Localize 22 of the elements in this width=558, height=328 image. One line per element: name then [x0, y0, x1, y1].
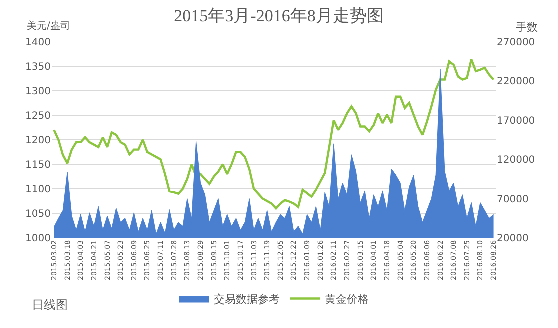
legend-label: 交易数据参考	[214, 293, 280, 306]
y2-tick-label: 20000	[497, 234, 529, 244]
legend-label: 黄金价格	[325, 293, 369, 306]
text: 日线图	[32, 298, 68, 312]
y-tick-label: 1250	[26, 111, 51, 122]
y2-tick-label: 120000	[497, 155, 536, 166]
line-series	[53, 58, 495, 210]
y2-tick-label: 170000	[497, 116, 536, 127]
y-tick-label: 1050	[26, 209, 51, 220]
y-tick-label: 1350	[26, 62, 51, 73]
y-tick-label: 1400	[26, 38, 51, 48]
y2-tick-label: 70000	[497, 194, 529, 206]
y-tick-label: 1000	[26, 234, 51, 244]
y-tick-label: 1200	[26, 136, 51, 146]
chart-title: 2015年3月-2016年8月走势图	[174, 6, 384, 26]
y2-tick-label: 270000	[497, 38, 536, 48]
y-axis-title: 美元/盎司	[27, 20, 70, 32]
y2-tick-label: 220000	[497, 76, 536, 88]
y2-axis-title: 手数	[516, 21, 538, 34]
y-tick-label: 1300	[26, 86, 51, 98]
y-tick-label: 1150	[26, 160, 51, 171]
y-tick-label: 1100	[26, 184, 51, 196]
